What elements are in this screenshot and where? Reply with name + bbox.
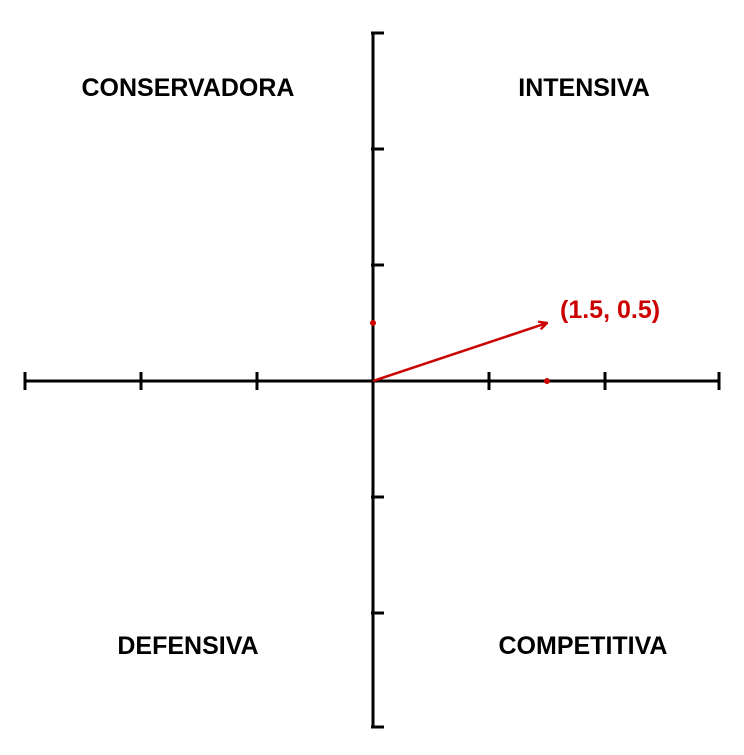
vector-x-projection-point [544,378,550,384]
vector-arrow [372,323,547,383]
quadrant-label-conservadora: CONSERVADORA [82,74,295,102]
quadrant-label-intensiva: INTENSIVA [518,74,650,102]
vector-y-projection-point [370,320,376,326]
quadrant-label-defensiva: DEFENSIVA [117,632,258,660]
vector-label: (1.5, 0.5) [560,296,660,324]
quadrant-label-competitiva: COMPETITIVA [499,632,668,660]
axis-ticks [23,31,721,729]
